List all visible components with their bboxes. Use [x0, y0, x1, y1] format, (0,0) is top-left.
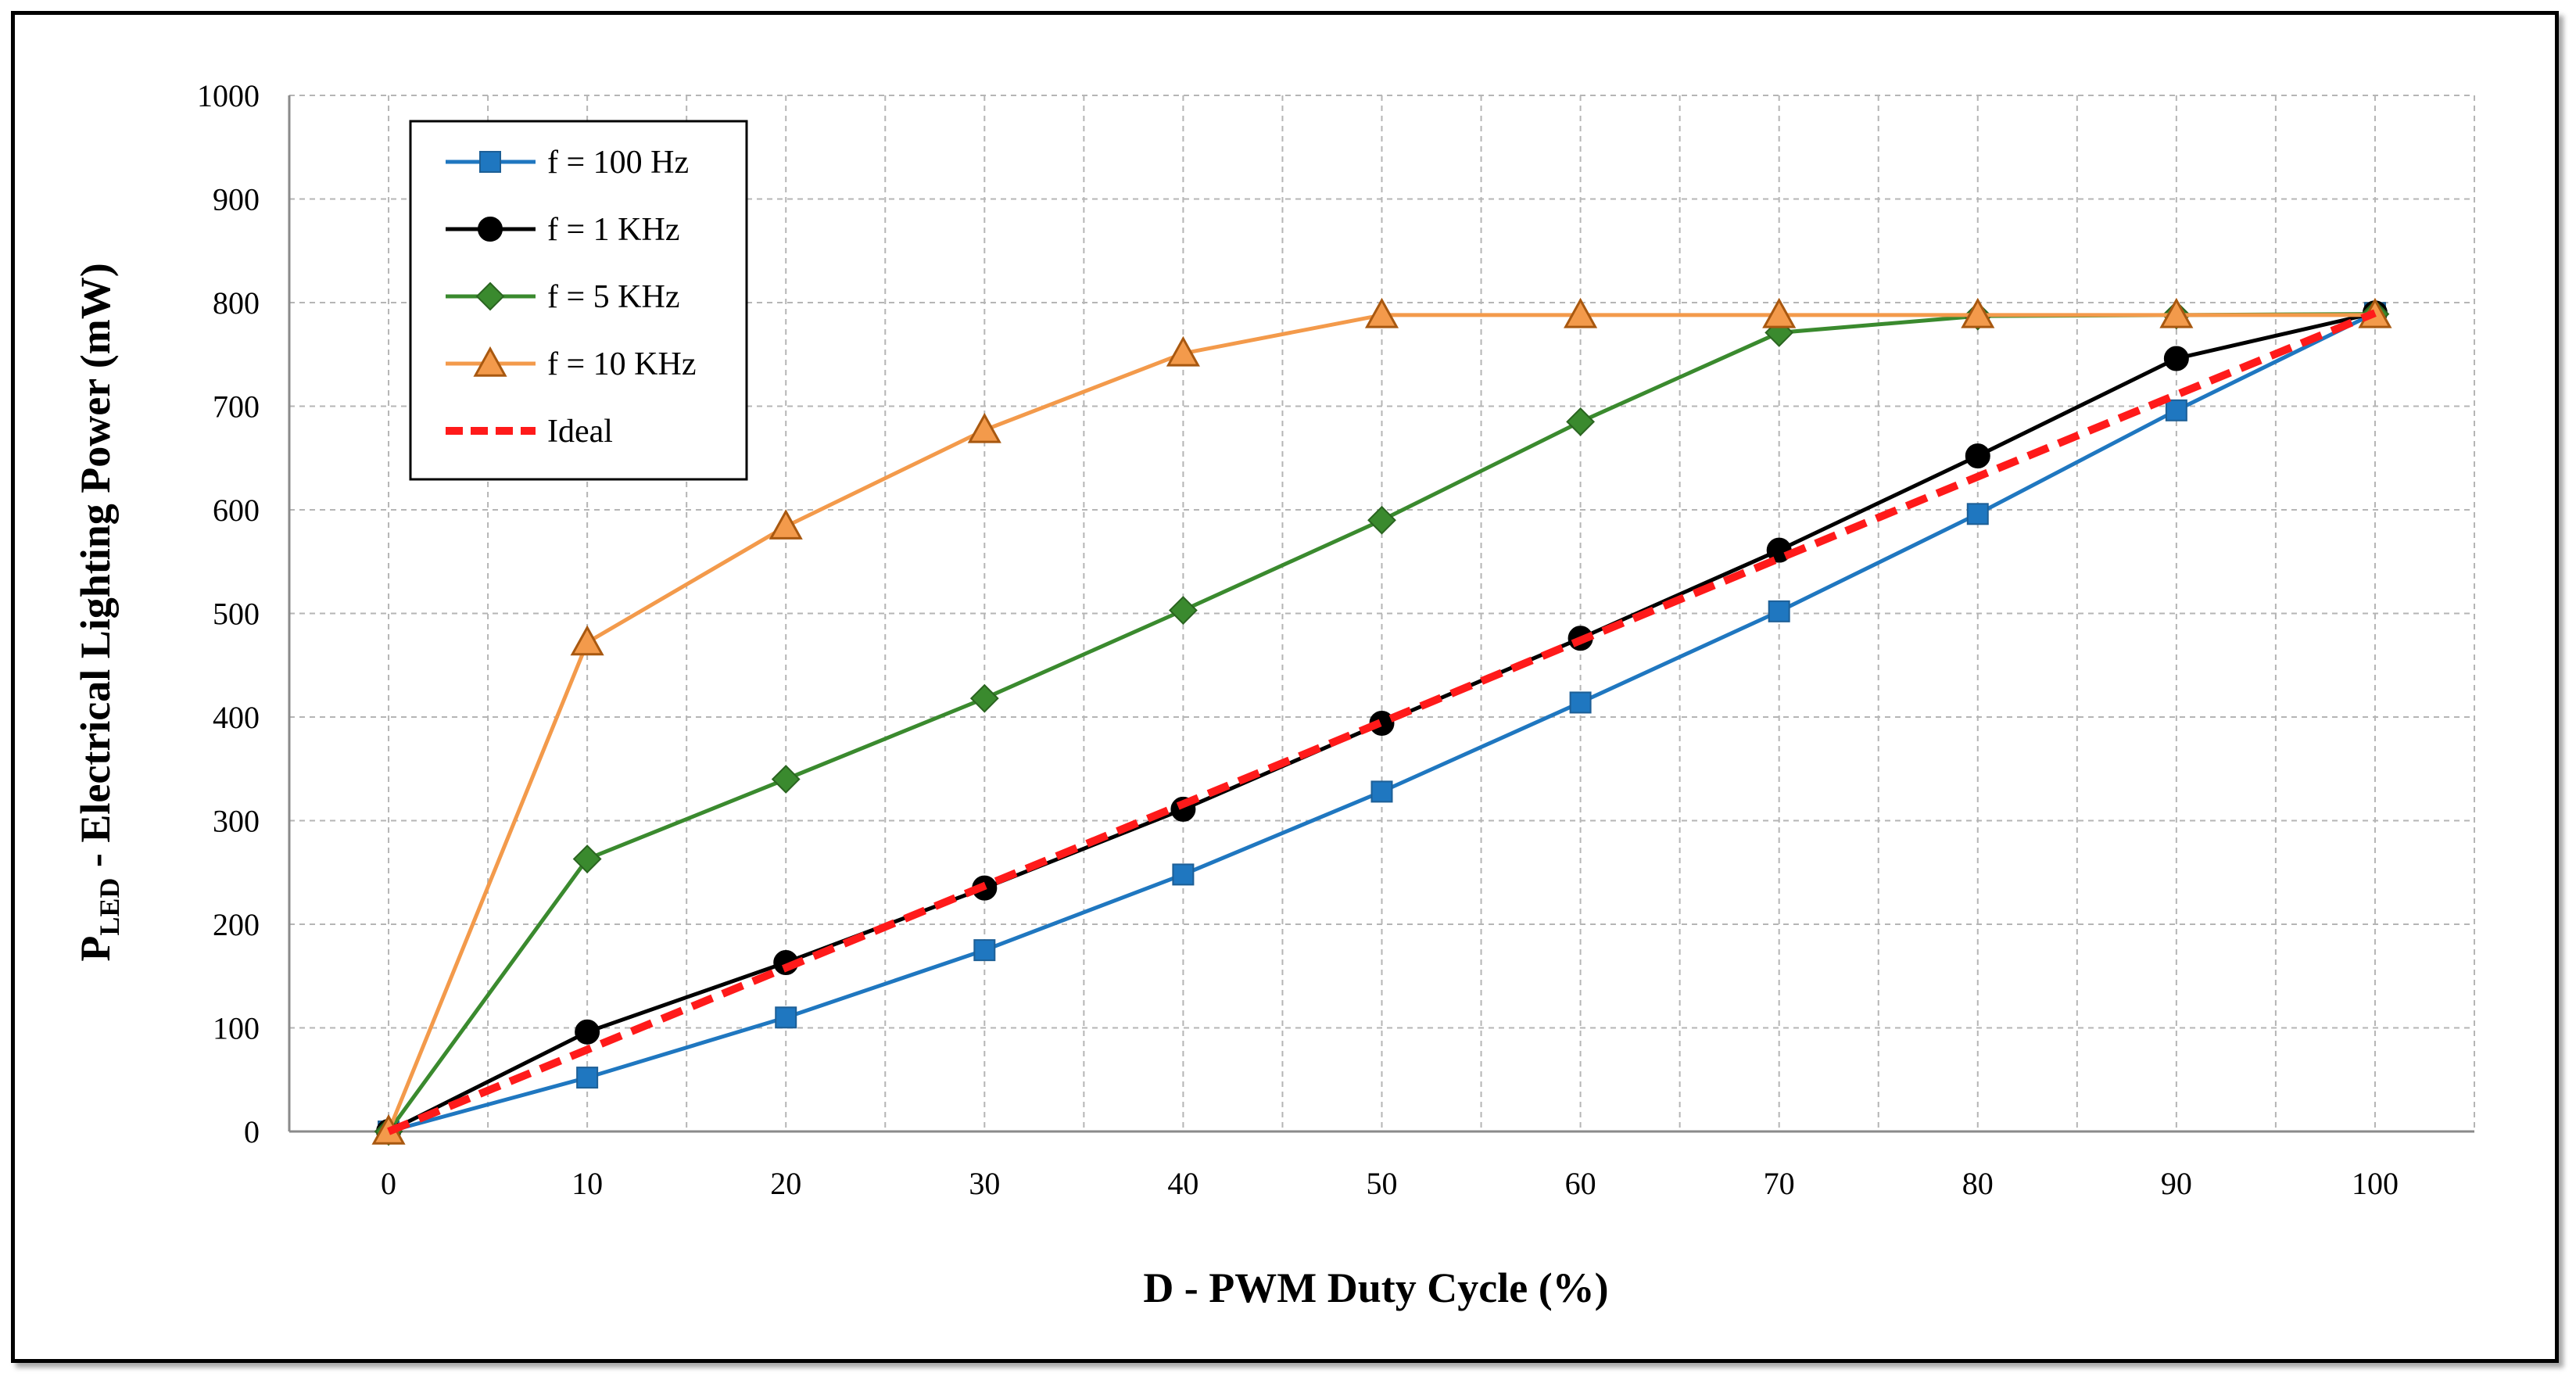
x-tick-label: 80 — [1962, 1166, 1994, 1201]
axes — [288, 95, 2474, 1133]
data-point-f-1-khz — [575, 1019, 600, 1045]
y-tick-label: 0 — [244, 1114, 260, 1149]
data-point-f-10-khz — [1166, 335, 1200, 367]
x-tick-label: 90 — [2161, 1166, 2192, 1201]
data-point-f-5-khz — [969, 683, 999, 713]
legend-item: f = 100 Hz — [446, 145, 689, 181]
data-point-f-10-khz — [1364, 297, 1399, 328]
data-point-f-100-hz — [576, 1067, 599, 1089]
y-tick-label: 200 — [213, 907, 260, 942]
x-tick-label: 30 — [969, 1166, 1000, 1201]
legend-label: Ideal — [547, 414, 613, 450]
data-point-f-5-khz — [572, 844, 602, 873]
data-point-f-5-khz — [1367, 505, 1396, 535]
y-axis-title-main: P — [72, 936, 119, 962]
y-tick-label: 500 — [213, 597, 260, 632]
legend-swatch-marker — [478, 217, 503, 242]
legend-item: f = 1 KHz — [446, 212, 679, 248]
data-point-f-100-hz — [973, 939, 996, 962]
y-axis-title: PLED - Electrical Lighting Power (mW) — [72, 263, 125, 961]
data-point-f-5-khz — [1566, 407, 1596, 436]
data-point-f-100-hz — [1768, 600, 1790, 622]
legend-label: f = 100 Hz — [547, 145, 689, 181]
legend-swatch-marker — [479, 151, 501, 173]
series-f-10-khz — [371, 297, 2392, 1145]
data-point-f-100-hz — [1370, 780, 1393, 803]
data-point-f-100-hz — [1569, 691, 1592, 714]
legend-item: f = 5 KHz — [446, 279, 679, 315]
y-tick-label: 600 — [213, 493, 260, 528]
data-point-f-100-hz — [2165, 399, 2187, 421]
data-point-f-100-hz — [1966, 503, 1989, 525]
data-point-f-5-khz — [1168, 596, 1198, 625]
y-tick-label: 400 — [213, 700, 260, 735]
series-ideal — [387, 309, 2377, 1135]
legend-label: f = 5 KHz — [547, 279, 679, 315]
x-tick-label: 10 — [571, 1166, 603, 1201]
tick-labels: 0 100 200 300 400 500 600 700 800 900 1000 0 10 20 30 4… — [197, 78, 2399, 1201]
x-axis-title: D - PWM Duty Cycle (%) — [1143, 1264, 1608, 1311]
series-line-ideal — [387, 309, 2377, 1135]
data-point-f-1-khz — [1965, 443, 1990, 469]
x-tick-label: 40 — [1167, 1166, 1198, 1201]
data-point-f-1-khz — [2163, 346, 2189, 371]
legend-label: f = 10 KHz — [547, 346, 696, 382]
x-tick-label: 70 — [1764, 1166, 1795, 1201]
data-point-f-10-khz — [1762, 297, 1797, 328]
legend-label: f = 1 KHz — [547, 212, 679, 248]
x-tick-label: 0 — [381, 1166, 396, 1201]
x-tick-label: 60 — [1565, 1166, 1596, 1201]
legend-swatch-marker — [473, 346, 507, 377]
data-point-f-100-hz — [775, 1006, 797, 1029]
y-tick-label: 300 — [213, 804, 260, 839]
x-tick-label: 100 — [2352, 1166, 2399, 1201]
x-tick-label: 50 — [1367, 1166, 1398, 1201]
legend-box — [409, 120, 748, 481]
legend-item: f = 10 KHz — [446, 346, 696, 382]
data-point-f-10-khz — [570, 625, 604, 656]
data-point-f-10-khz — [1564, 297, 1598, 328]
y-tick-label: 100 — [213, 1011, 260, 1046]
y-tick-label: 700 — [213, 389, 260, 425]
data-point-f-5-khz — [771, 765, 801, 794]
x-tick-label: 20 — [770, 1166, 801, 1201]
y-tick-label: 1000 — [197, 78, 260, 113]
data-point-f-10-khz — [2159, 297, 2194, 328]
legend-swatch-marker — [475, 281, 505, 311]
y-axis-title-subscript: LED — [94, 878, 125, 936]
data-point-f-100-hz — [1172, 863, 1195, 886]
legend-item: Ideal — [446, 414, 613, 450]
series — [371, 297, 2392, 1146]
data-point-f-10-khz — [967, 412, 1001, 443]
chart-frame — [11, 11, 2559, 1363]
data-point-f-10-khz — [1961, 297, 1995, 328]
y-axis-title-rest: - Electrical Lighting Power (mW) — [72, 263, 119, 877]
legend: f = 100 Hz f = 1 KHz f = 5 KHz f = 10 KHz Id… — [409, 120, 748, 481]
data-point-f-10-khz — [769, 509, 803, 540]
y-tick-label: 900 — [213, 182, 260, 217]
y-tick-label: 800 — [213, 285, 260, 321]
